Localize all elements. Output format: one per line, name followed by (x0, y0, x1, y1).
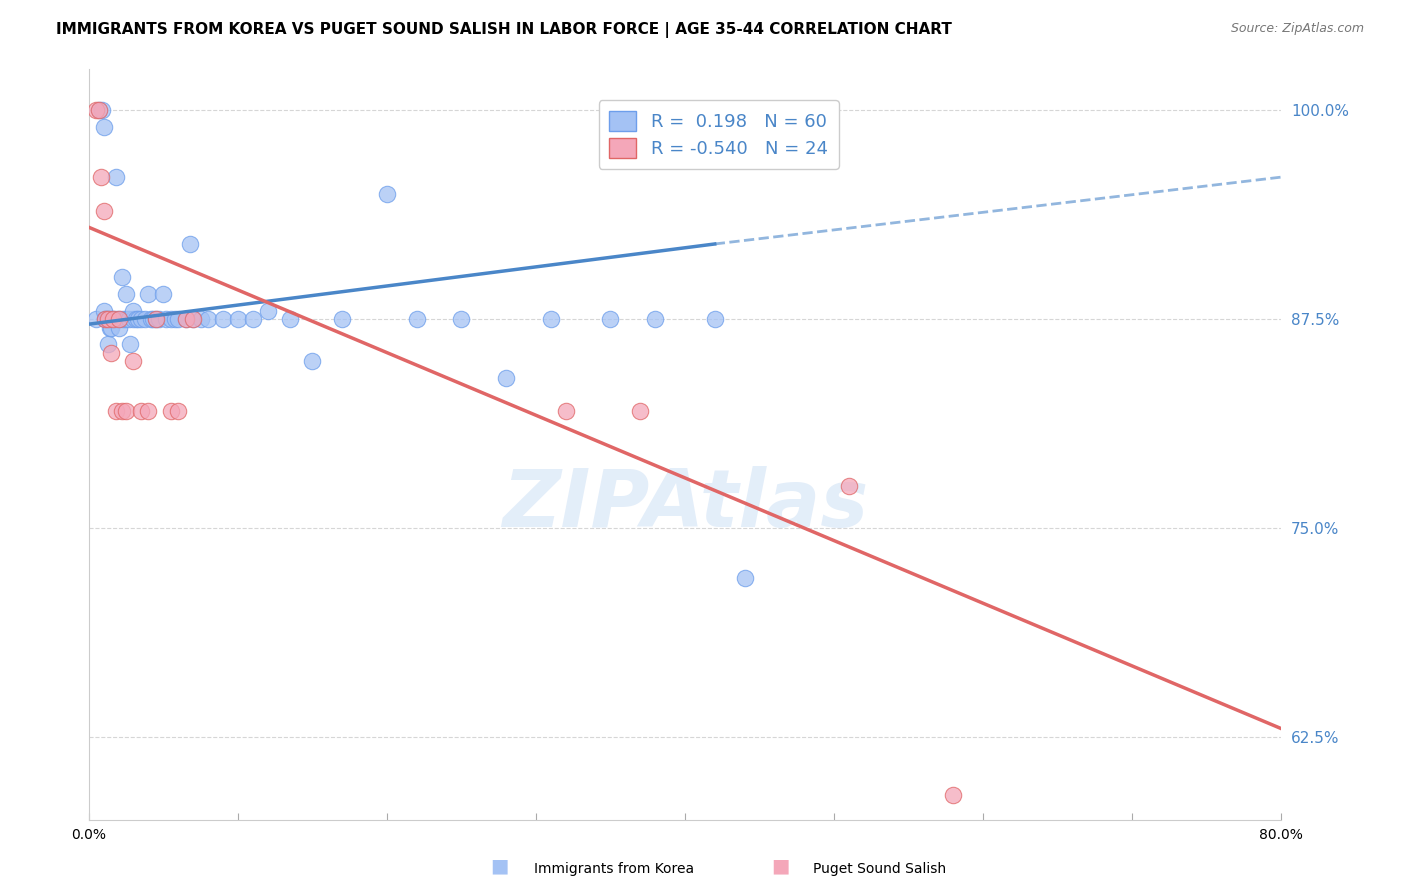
Point (115, 404, 138, 418)
Point (212, 312, 235, 326)
Point (159, 404, 181, 418)
Point (942, 789, 965, 803)
Point (179, 237, 201, 252)
Text: ■: ■ (489, 857, 509, 876)
Point (148, 312, 170, 326)
Point (93, 203, 115, 218)
Point (197, 312, 219, 326)
Point (97, 337, 120, 351)
Point (226, 312, 249, 326)
Point (181, 312, 204, 326)
Point (115, 312, 138, 326)
Point (142, 312, 165, 326)
Point (104, 312, 127, 326)
Point (405, 312, 427, 326)
Point (190, 312, 212, 326)
Point (84, 103, 107, 118)
Point (278, 312, 301, 326)
Point (152, 287, 174, 301)
Point (115, 287, 138, 301)
Point (89, 103, 111, 118)
Point (100, 345, 122, 359)
Point (101, 312, 124, 326)
Point (375, 186, 398, 201)
Point (145, 312, 167, 326)
Point (141, 312, 163, 326)
Point (90, 170, 112, 185)
Point (495, 370, 517, 384)
Point (159, 312, 181, 326)
Text: ■: ■ (770, 857, 790, 876)
Point (644, 312, 666, 326)
Point (125, 312, 148, 326)
Point (84, 312, 107, 326)
Point (138, 287, 160, 301)
Point (703, 312, 725, 326)
Point (122, 312, 145, 326)
Point (734, 571, 756, 585)
Text: 0.0%: 0.0% (72, 828, 107, 842)
Point (89, 103, 111, 118)
Point (167, 312, 190, 326)
Point (94, 312, 117, 326)
Point (554, 404, 576, 418)
Point (155, 312, 177, 326)
Point (129, 404, 152, 418)
Point (93, 303, 115, 318)
Point (174, 312, 197, 326)
Point (838, 479, 860, 493)
Point (167, 404, 190, 418)
Point (242, 312, 264, 326)
Point (256, 303, 278, 318)
Point (450, 312, 472, 326)
Point (628, 404, 651, 418)
Text: ZIPAtlas: ZIPAtlas (502, 466, 868, 543)
Point (101, 312, 124, 326)
Point (122, 303, 145, 318)
Point (301, 354, 323, 368)
Point (118, 312, 141, 326)
Point (104, 404, 127, 418)
Point (100, 312, 122, 326)
Point (129, 312, 152, 326)
Point (120, 337, 142, 351)
Point (107, 312, 129, 326)
Point (138, 404, 160, 418)
Point (127, 312, 149, 326)
Point (97, 312, 120, 326)
Point (174, 312, 197, 326)
Point (122, 354, 145, 368)
Text: IMMIGRANTS FROM KOREA VS PUGET SOUND SALISH IN LABOR FORCE | AGE 35-44 CORRELATI: IMMIGRANTS FROM KOREA VS PUGET SOUND SAL… (56, 22, 952, 38)
Point (599, 312, 621, 326)
Point (93, 120, 115, 134)
Point (98, 320, 121, 334)
Point (330, 312, 353, 326)
Point (107, 320, 129, 334)
Point (96, 312, 118, 326)
Point (181, 312, 204, 326)
Point (97, 312, 120, 326)
Point (104, 170, 127, 185)
Point (165, 312, 187, 326)
Point (110, 270, 132, 285)
Text: Source: ZipAtlas.com: Source: ZipAtlas.com (1230, 22, 1364, 36)
Point (94, 312, 117, 326)
Point (107, 312, 129, 326)
Text: 80.0%: 80.0% (1260, 828, 1303, 842)
Point (110, 404, 132, 418)
Point (134, 312, 156, 326)
Text: Puget Sound Salish: Puget Sound Salish (813, 862, 946, 876)
Text: Immigrants from Korea: Immigrants from Korea (534, 862, 695, 876)
Legend: R =  0.198   N = 60, R = -0.540   N = 24: R = 0.198 N = 60, R = -0.540 N = 24 (599, 100, 839, 169)
Point (145, 312, 167, 326)
Point (540, 312, 562, 326)
Point (91, 103, 114, 118)
Point (100, 320, 122, 334)
Point (111, 312, 134, 326)
